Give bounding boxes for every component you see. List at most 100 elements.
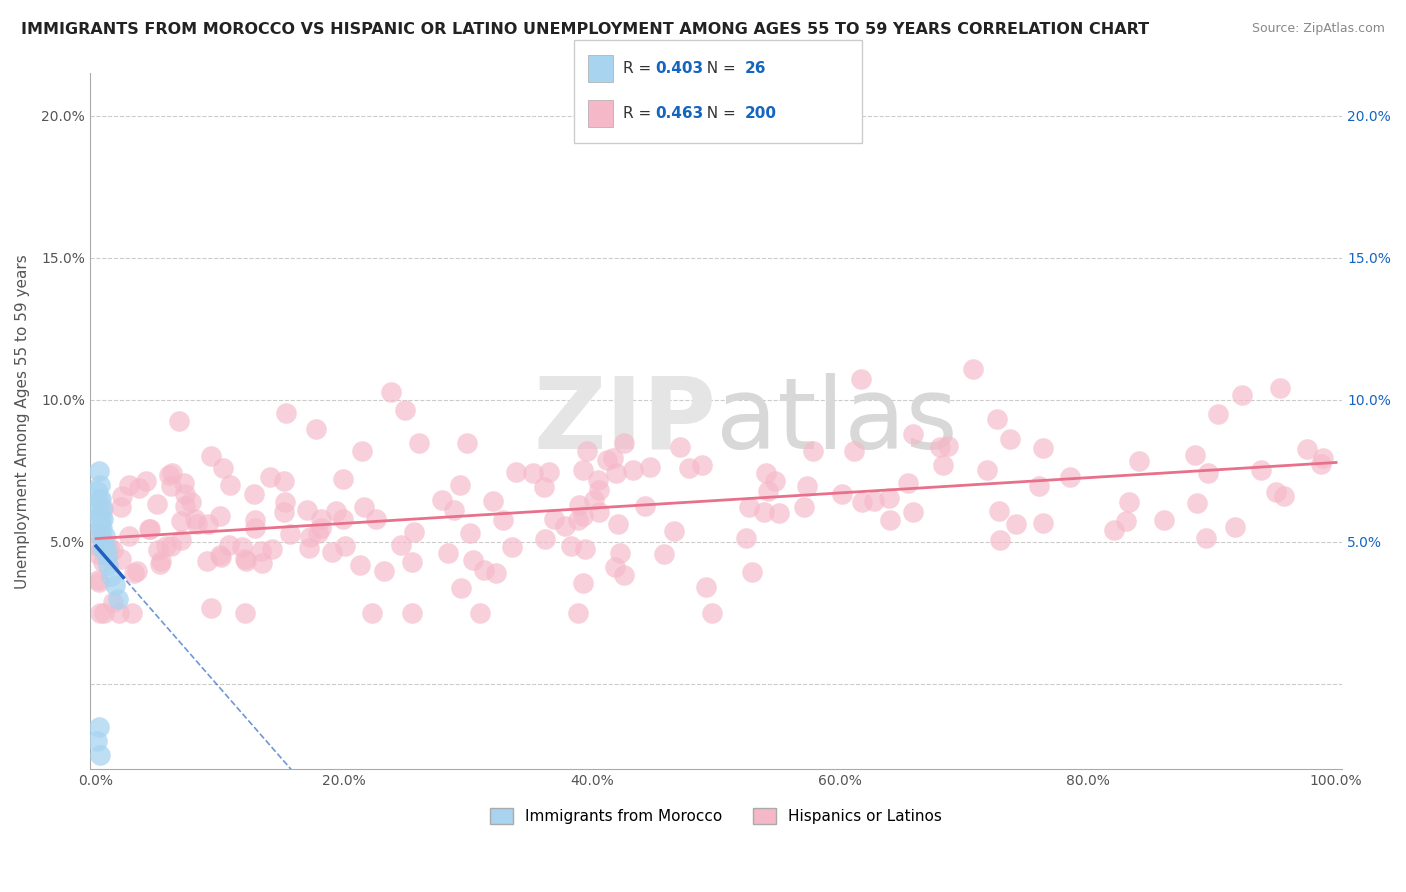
Point (260, 541, 283, 556)
Point (299, 530, 322, 544)
Point (998, 432, 1021, 446)
Point (609, 546, 631, 560)
Text: IMMIGRANTS FROM MOROCCO VS HISPANIC OR LATINO UNEMPLOYMENT AMONG AGES 55 TO 59 Y: IMMIGRANTS FROM MOROCCO VS HISPANIC OR L… (21, 22, 1149, 37)
Point (401, 555, 423, 569)
Point (174, 499, 197, 513)
Point (309, 520, 332, 534)
Point (1265, 485, 1288, 500)
Point (756, 484, 779, 499)
Point (276, 406, 298, 420)
Point (364, 512, 387, 526)
Point (86, 547, 108, 561)
Point (389, 538, 412, 552)
Point (350, 443, 373, 458)
Point (91, 541, 114, 555)
Point (879, 513, 901, 527)
Point (582, 492, 605, 507)
Point (110, 552, 132, 566)
Point (831, 486, 853, 500)
Point (184, 512, 207, 526)
Point (122, 566, 145, 580)
Point (107, 591, 129, 606)
Point (170, 533, 193, 548)
Point (169, 515, 191, 529)
Point (86, 539, 108, 553)
Point (1102, 523, 1125, 537)
Point (572, 508, 595, 523)
Point (89, 478, 111, 492)
Point (93, 606, 115, 620)
Point (89, 606, 111, 620)
Point (755, 466, 778, 480)
Point (735, 531, 758, 545)
Point (662, 524, 685, 538)
Point (741, 565, 763, 579)
Point (321, 545, 343, 559)
Point (87, 720, 110, 734)
Point (987, 504, 1010, 518)
Point (1005, 517, 1028, 532)
Point (572, 463, 595, 477)
Point (976, 463, 998, 477)
Point (349, 558, 371, 572)
Point (159, 539, 181, 553)
Point (472, 563, 495, 577)
Point (1197, 466, 1219, 480)
Text: R =: R = (623, 62, 657, 76)
Point (449, 478, 471, 492)
Text: 0.403: 0.403 (655, 62, 703, 76)
Point (988, 533, 1011, 547)
Point (862, 494, 884, 508)
Point (936, 439, 959, 453)
Point (1184, 448, 1206, 462)
Point (522, 466, 544, 480)
Text: N =: N = (697, 62, 741, 76)
Point (638, 460, 661, 475)
Point (298, 541, 321, 555)
Point (1230, 387, 1253, 401)
Point (1153, 513, 1175, 527)
Point (986, 412, 1008, 426)
Point (554, 518, 576, 533)
Point (538, 465, 561, 479)
Point (139, 522, 162, 536)
Point (897, 475, 920, 490)
Point (245, 520, 267, 534)
Point (408, 436, 430, 450)
Point (1195, 532, 1218, 546)
Point (195, 554, 218, 568)
Point (233, 551, 256, 566)
Point (492, 513, 515, 527)
Point (93, 535, 115, 549)
Point (87, 492, 110, 507)
Point (200, 601, 222, 615)
Point (186, 517, 208, 532)
Point (89, 507, 111, 521)
Point (305, 422, 328, 436)
Point (91, 502, 114, 516)
Point (89, 748, 111, 763)
Point (1059, 469, 1081, 483)
Point (436, 545, 458, 559)
Point (174, 487, 197, 501)
Point (278, 527, 301, 541)
Point (1309, 457, 1331, 471)
Point (104, 577, 127, 591)
Point (668, 440, 690, 454)
Point (118, 529, 141, 543)
Point (571, 576, 593, 591)
Legend: Immigrants from Morocco, Hispanics or Latinos: Immigrants from Morocco, Hispanics or La… (491, 808, 942, 824)
Point (128, 482, 150, 496)
Point (430, 492, 453, 507)
Point (652, 548, 675, 562)
Point (233, 606, 256, 620)
Point (200, 449, 222, 463)
Point (159, 478, 181, 492)
Point (149, 557, 172, 571)
Point (1118, 494, 1140, 508)
Text: Source: ZipAtlas.com: Source: ZipAtlas.com (1251, 22, 1385, 36)
Point (250, 557, 273, 571)
Point (101, 595, 124, 609)
Point (1028, 479, 1050, 493)
Point (209, 549, 232, 564)
